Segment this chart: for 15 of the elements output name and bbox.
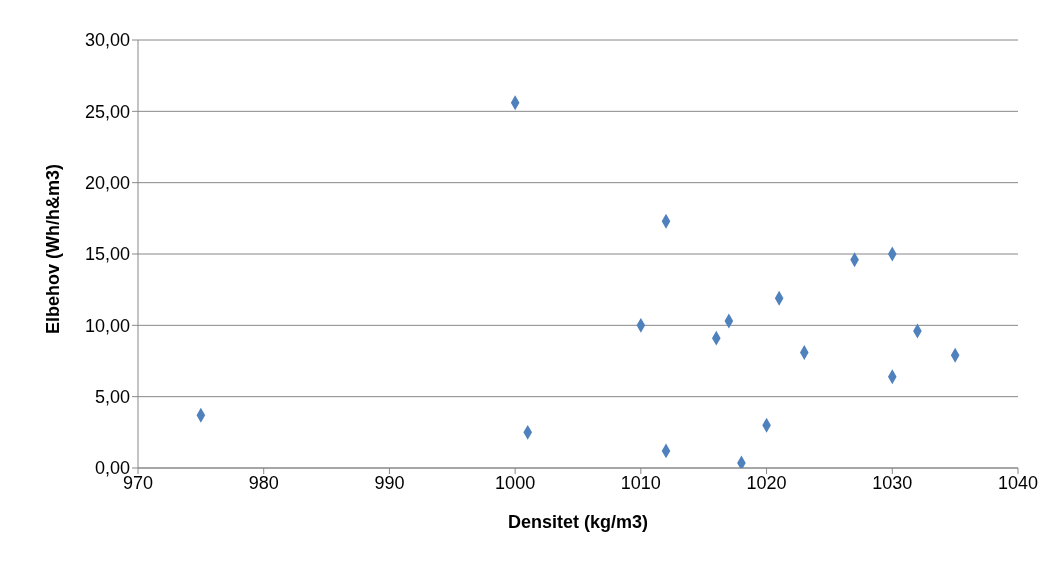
y-tick-label: 25,00 (84, 101, 130, 122)
x-tick-label: 1040 (997, 472, 1039, 493)
y-axis-title: Elbehov (Wh/h&m3) (43, 164, 64, 334)
y-tick-label: 30,00 (84, 30, 130, 51)
x-tick-label: 990 (374, 472, 405, 493)
x-axis-title: Densitet (kg/m3) (507, 512, 649, 532)
x-tick-label: 1000 (495, 472, 536, 493)
y-tick-label: 20,00 (84, 173, 130, 194)
x-tick-label: 1010 (620, 472, 661, 493)
x-tick-label: 1030 (872, 472, 913, 493)
y-tick-label: 5,00 (94, 387, 130, 408)
y-tick-label: 15,00 (84, 244, 130, 265)
x-tick-label: 980 (248, 472, 279, 493)
x-tick-label: 1020 (746, 472, 787, 493)
y-tick-label: 10,00 (84, 315, 130, 336)
